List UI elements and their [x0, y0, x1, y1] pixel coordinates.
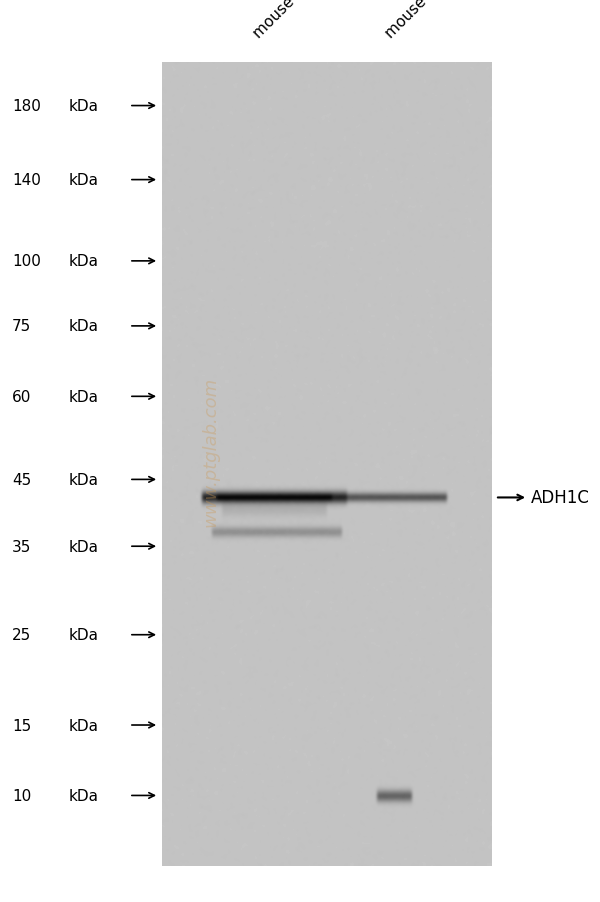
Text: 10: 10	[12, 788, 31, 803]
Text: kDa: kDa	[69, 718, 99, 732]
Text: kDa: kDa	[69, 319, 99, 334]
Text: kDa: kDa	[69, 173, 99, 188]
Text: kDa: kDa	[69, 254, 99, 269]
Text: kDa: kDa	[69, 99, 99, 114]
Text: ADH1C: ADH1C	[531, 489, 590, 507]
Text: 45: 45	[12, 473, 31, 487]
Text: 75: 75	[12, 319, 31, 334]
Text: mouse liver: mouse liver	[250, 0, 325, 41]
Text: 180: 180	[12, 99, 41, 114]
Text: kDa: kDa	[69, 390, 99, 404]
Text: 100: 100	[12, 254, 41, 269]
Text: 60: 60	[12, 390, 31, 404]
Text: kDa: kDa	[69, 539, 99, 554]
Text: www.ptglab.com: www.ptglab.com	[201, 376, 219, 526]
Text: kDa: kDa	[69, 473, 99, 487]
Text: 140: 140	[12, 173, 41, 188]
Text: kDa: kDa	[69, 628, 99, 642]
Text: kDa: kDa	[69, 788, 99, 803]
Text: 35: 35	[12, 539, 31, 554]
Text: mouse colon: mouse colon	[382, 0, 462, 41]
Text: 15: 15	[12, 718, 31, 732]
Text: 25: 25	[12, 628, 31, 642]
